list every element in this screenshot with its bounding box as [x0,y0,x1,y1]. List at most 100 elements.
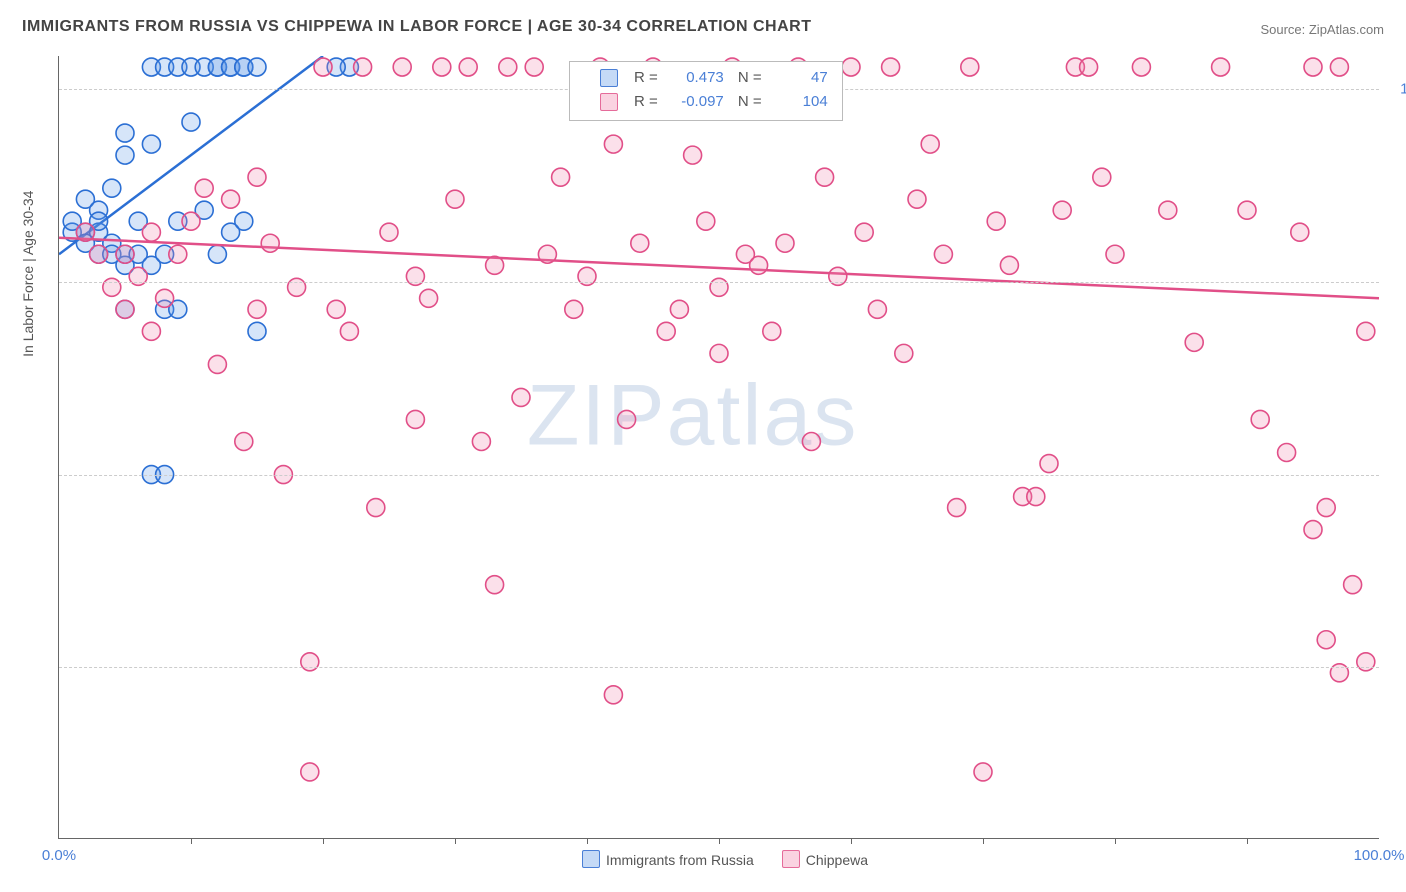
data-point [1330,58,1348,76]
data-point [816,168,834,186]
legend-swatch [600,69,618,87]
gridline-h [59,667,1379,668]
data-point [604,135,622,153]
data-point [1053,201,1071,219]
data-point [208,355,226,373]
stat-r-value: 0.473 [668,66,724,90]
data-point [1027,488,1045,506]
data-point [657,322,675,340]
data-point [1132,58,1150,76]
data-point [552,168,570,186]
data-point [842,58,860,76]
data-point [565,300,583,318]
data-point [710,344,728,362]
scatter-plot: ZIPatlas 47.5%65.0%82.5%100.0%0.0%100.0%… [58,56,1379,839]
stat-r-label: R = [634,90,658,114]
stats-row: R = 0.473 N = 47 [580,66,828,90]
data-point [340,322,358,340]
data-point [908,190,926,208]
data-point [459,58,477,76]
data-point [248,58,266,76]
data-point [433,58,451,76]
data-point [961,58,979,76]
legend-label: Chippewa [806,852,868,868]
data-point [750,256,768,274]
legend-swatch [582,850,600,868]
data-point [1304,521,1322,539]
data-point [116,124,134,142]
x-tick [191,838,192,844]
data-point [380,223,398,241]
data-point [116,245,134,263]
data-point [1278,444,1296,462]
data-point [327,300,345,318]
data-point [684,146,702,164]
data-point [195,179,213,197]
data-point [142,322,160,340]
x-tick [851,838,852,844]
data-point [301,763,319,781]
data-point [882,58,900,76]
data-point [486,256,504,274]
data-point [222,190,240,208]
data-point [1304,58,1322,76]
data-point [1159,201,1177,219]
x-tick [587,838,588,844]
data-point [802,432,820,450]
data-point [116,146,134,164]
data-point [248,300,266,318]
data-point [367,499,385,517]
data-point [248,168,266,186]
bottom-legend: Immigrants from RussiaChippewa [59,850,1379,868]
data-point [156,289,174,307]
data-point [1344,576,1362,594]
data-point [1317,631,1335,649]
data-point [934,245,952,263]
data-point [182,113,200,131]
stat-n-value: 47 [772,66,828,90]
data-point [103,179,121,197]
source-label: Source: ZipAtlas.com [1260,22,1384,37]
data-point [525,58,543,76]
data-point [604,686,622,704]
data-point [868,300,886,318]
data-point [90,245,108,263]
stat-r-value: -0.097 [668,90,724,114]
data-point [116,300,134,318]
data-point [406,410,424,428]
x-tick [983,838,984,844]
data-point [1251,410,1269,428]
data-point [248,322,266,340]
data-point [1212,58,1230,76]
stats-row: R =-0.097 N =104 [580,90,828,114]
x-tick [455,838,456,844]
data-point [182,212,200,230]
correlation-stats-box: R =0.473 N =47R =-0.097 N =104 [569,61,843,121]
data-point [921,135,939,153]
stat-r-label: R = [634,66,658,90]
chart-svg [59,56,1379,838]
data-point [855,223,873,241]
data-point [948,499,966,517]
gridline-h [59,282,1379,283]
data-point [618,410,636,428]
data-point [1238,201,1256,219]
x-tick [1247,838,1248,844]
stat-n-label: N = [734,66,762,90]
data-point [1185,333,1203,351]
data-point [142,135,160,153]
data-point [142,223,160,241]
legend-swatch [600,93,618,111]
data-point [446,190,464,208]
data-point [763,322,781,340]
data-point [1093,168,1111,186]
data-point [1357,322,1375,340]
chart-title: IMMIGRANTS FROM RUSSIA VS CHIPPEWA IN LA… [22,18,812,36]
data-point [420,289,438,307]
data-point [631,234,649,252]
y-tick-label: 65.0% [1387,466,1406,483]
y-axis-label: In Labor Force | Age 30-34 [20,191,36,357]
data-point [1106,245,1124,263]
data-point [486,576,504,594]
data-point [670,300,688,318]
